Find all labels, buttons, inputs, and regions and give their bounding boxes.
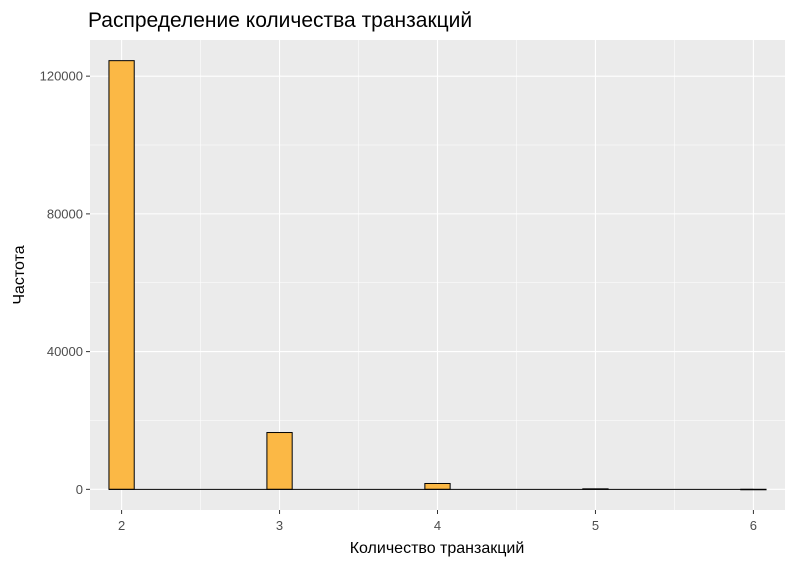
x-tick-label: 3	[276, 518, 283, 533]
y-axis-label: Частота	[11, 245, 28, 304]
x-axis-label: Количество транзакций	[350, 540, 525, 557]
histogram-bar	[108, 60, 135, 490]
y-tick-label: 80000	[47, 206, 83, 221]
histogram-bar	[424, 482, 451, 490]
y-tick-label: 40000	[47, 344, 83, 359]
ticks: 0 40000 80000 120000 2 3 4 5 6	[40, 69, 757, 533]
y-tick-label: 0	[76, 482, 83, 497]
x-tick-label: 5	[592, 518, 599, 533]
bars	[108, 60, 767, 491]
chart-title: Распределение количества транзакций	[88, 9, 472, 32]
y-tick-label: 120000	[40, 69, 83, 84]
x-tick-label: 2	[118, 518, 125, 533]
x-tick-label: 6	[750, 518, 757, 533]
x-tick-label: 4	[434, 518, 441, 533]
histogram-bar	[266, 432, 293, 490]
